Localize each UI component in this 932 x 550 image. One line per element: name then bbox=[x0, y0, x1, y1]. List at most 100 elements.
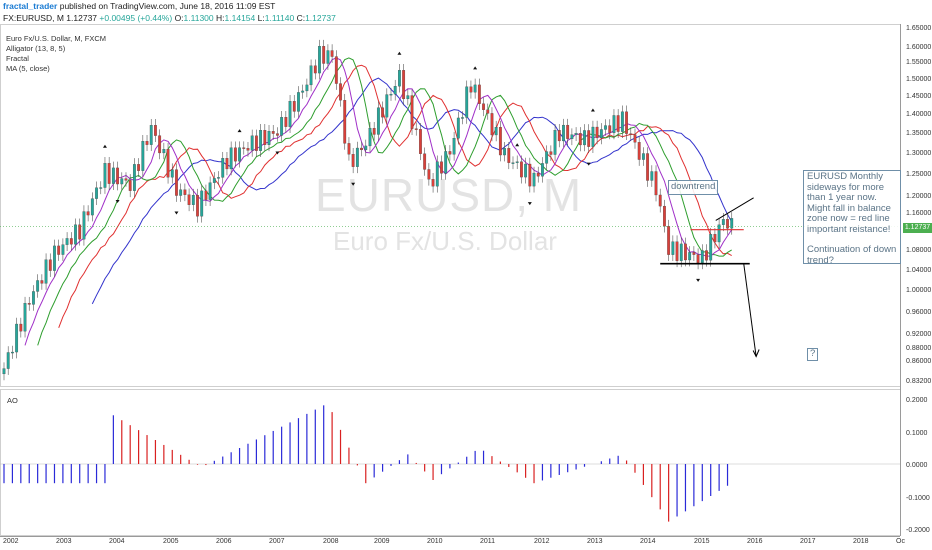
note-line: Continuation of down bbox=[807, 244, 897, 255]
candle-body bbox=[515, 161, 519, 163]
candle-body bbox=[713, 234, 717, 243]
annotation-question[interactable]: ? bbox=[807, 348, 819, 361]
candle-body bbox=[120, 178, 124, 185]
candle-body bbox=[629, 133, 633, 135]
candle-body bbox=[726, 219, 729, 229]
candle-body bbox=[679, 243, 683, 261]
projection-arrow bbox=[743, 263, 757, 357]
candle-body bbox=[57, 245, 61, 255]
legend-alligator[interactable]: Alligator (13, 8, 5) bbox=[6, 44, 66, 53]
alligator-lips-line bbox=[37, 57, 732, 346]
candle-body bbox=[360, 147, 363, 151]
candle-body bbox=[654, 171, 658, 196]
candle-body bbox=[562, 124, 565, 142]
watermark-name: Euro Fx/U.S. Dollar bbox=[333, 226, 557, 256]
candle-body bbox=[444, 151, 448, 174]
candle-body bbox=[141, 141, 145, 171]
l-label: L: bbox=[257, 13, 265, 23]
candle-body bbox=[238, 147, 241, 162]
candle-body bbox=[259, 130, 263, 151]
candle-body bbox=[595, 126, 599, 139]
candle-body bbox=[78, 224, 82, 240]
candle-body bbox=[553, 130, 557, 155]
candle-body bbox=[452, 138, 456, 155]
c-value: 1.12737 bbox=[305, 13, 336, 23]
candle-body bbox=[389, 93, 393, 96]
legend-fractal[interactable]: Fractal bbox=[6, 54, 29, 63]
candle-body bbox=[11, 351, 14, 354]
candle-body bbox=[465, 86, 469, 118]
ao-tick: -0.1000 bbox=[906, 495, 930, 502]
candle-body bbox=[574, 133, 578, 135]
candle-body bbox=[267, 131, 271, 145]
candle-body bbox=[162, 149, 166, 154]
fractal-up-marker bbox=[397, 51, 402, 55]
ao-pane-border bbox=[0, 389, 901, 536]
annotation-eurusd[interactable]: EURUSD Monthly sideways for more than 1 … bbox=[803, 170, 901, 265]
price-tick: 0.86000 bbox=[906, 358, 932, 365]
candle-body bbox=[419, 129, 422, 154]
price-tick: 1.55000 bbox=[906, 59, 932, 66]
annotation-downtrend[interactable]: downtrend bbox=[668, 180, 719, 195]
fractal-down-marker bbox=[527, 202, 532, 206]
time-tick: 2014 bbox=[640, 538, 656, 545]
candle-body bbox=[641, 153, 645, 160]
candle-body bbox=[2, 368, 6, 375]
candle-body bbox=[111, 167, 115, 184]
candle-body bbox=[23, 303, 27, 332]
time-tick: 2005 bbox=[163, 538, 179, 545]
fractal-down-marker bbox=[586, 162, 591, 166]
candle-body bbox=[486, 109, 490, 114]
candle-body bbox=[566, 124, 570, 139]
candle-body bbox=[402, 70, 406, 100]
time-tick: 2002 bbox=[3, 538, 19, 545]
candle-body bbox=[511, 162, 515, 164]
candle-body bbox=[221, 158, 225, 178]
candle-body bbox=[292, 101, 296, 112]
candle-body bbox=[212, 178, 216, 183]
candle-body bbox=[166, 149, 170, 178]
candle-body bbox=[217, 177, 220, 179]
candle-body bbox=[103, 163, 107, 188]
candle-body bbox=[32, 291, 35, 305]
candle-body bbox=[456, 117, 460, 139]
candle-body bbox=[675, 241, 679, 261]
candle-body bbox=[498, 127, 502, 156]
ao-tick: 0.0000 bbox=[906, 462, 928, 469]
legend-title: Euro Fx/U.S. Dollar, M, FXCM bbox=[6, 34, 107, 43]
candle-body bbox=[545, 151, 549, 164]
candle-body bbox=[385, 94, 389, 118]
candle-body bbox=[435, 161, 439, 187]
candle-body bbox=[448, 151, 452, 155]
price-tick: 1.30000 bbox=[906, 150, 932, 157]
candle-body bbox=[663, 205, 666, 227]
candle-body bbox=[721, 219, 725, 225]
price-tick: 0.88000 bbox=[906, 345, 932, 352]
candle-body bbox=[225, 158, 229, 170]
last-value: 1.12737 bbox=[66, 13, 98, 23]
candle-body bbox=[490, 113, 494, 136]
time-tick: 2018 bbox=[853, 538, 869, 545]
candle-body bbox=[145, 141, 149, 145]
note-line: than 1 year now. bbox=[807, 192, 877, 203]
watermark-symbol: EURUSD, M bbox=[315, 169, 583, 221]
candle-body bbox=[175, 169, 178, 196]
candle-body bbox=[616, 115, 620, 132]
ao-tick: 0.1000 bbox=[906, 430, 928, 437]
candle-body bbox=[633, 134, 637, 143]
price-tick: 1.40000 bbox=[906, 111, 932, 118]
time-tick: 2007 bbox=[269, 538, 285, 545]
fractal-up-marker bbox=[590, 108, 595, 112]
candle-body bbox=[398, 70, 401, 87]
candle-body bbox=[528, 163, 532, 187]
candle-body bbox=[700, 250, 704, 263]
legend-ma[interactable]: MA (5, close) bbox=[6, 64, 50, 73]
candle-body bbox=[427, 169, 431, 180]
candle-body bbox=[233, 147, 237, 162]
candle-body bbox=[116, 167, 119, 185]
c-label: C: bbox=[296, 13, 306, 23]
candle-body bbox=[334, 56, 338, 84]
candle-body bbox=[280, 117, 284, 136]
author-link[interactable]: fractal_trader bbox=[3, 1, 58, 11]
